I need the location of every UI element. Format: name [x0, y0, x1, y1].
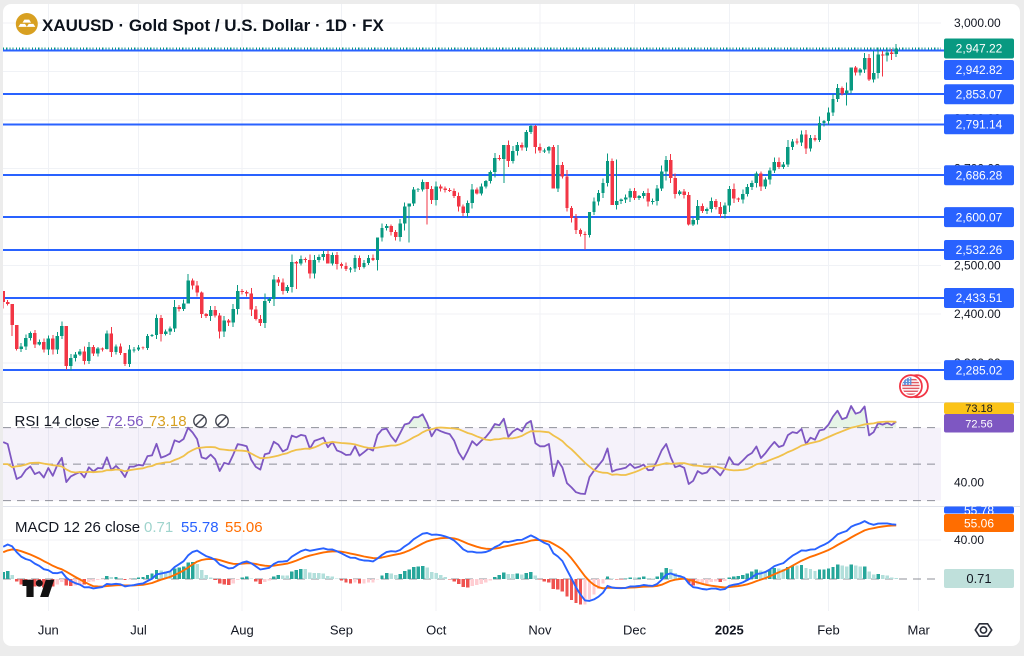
svg-text:Sep: Sep: [330, 623, 353, 638]
svg-text:2025: 2025: [715, 623, 744, 638]
svg-text:0.71: 0.71: [966, 571, 991, 586]
svg-text:RSI 14 close: RSI 14 close: [15, 413, 100, 430]
svg-text:73.18: 73.18: [965, 403, 993, 415]
svg-text:2,433.51: 2,433.51: [956, 291, 1003, 305]
svg-text:2,285.02: 2,285.02: [956, 363, 1003, 377]
svg-text:2,853.07: 2,853.07: [956, 87, 1003, 101]
svg-text:55.78: 55.78: [181, 519, 219, 536]
svg-text:40.00: 40.00: [954, 533, 984, 547]
svg-text:Jul: Jul: [130, 623, 147, 638]
svg-text:Nov: Nov: [528, 623, 552, 638]
svg-text:55.06: 55.06: [964, 516, 994, 530]
svg-text:72.56: 72.56: [106, 413, 144, 430]
svg-text:55.06: 55.06: [225, 519, 263, 536]
svg-text:3,000.00: 3,000.00: [954, 16, 1001, 30]
svg-text:73.18: 73.18: [149, 413, 187, 430]
svg-text:MACD 12 26 close: MACD 12 26 close: [15, 519, 140, 536]
svg-text:2,500.00: 2,500.00: [954, 259, 1001, 273]
svg-text:Mar: Mar: [908, 623, 931, 638]
svg-text:0.71: 0.71: [144, 519, 173, 536]
svg-text:2,532.26: 2,532.26: [956, 243, 1003, 257]
svg-text:72.56: 72.56: [965, 419, 993, 431]
svg-text:2,686.28: 2,686.28: [956, 168, 1003, 182]
svg-text:55.78: 55.78: [964, 504, 994, 518]
svg-text:XAUUSD · Gold Spot / U.S. Doll: XAUUSD · Gold Spot / U.S. Dollar · 1D · …: [42, 16, 385, 35]
svg-text:Feb: Feb: [817, 623, 839, 638]
svg-text:2,600.07: 2,600.07: [956, 210, 1003, 224]
svg-text:Jun: Jun: [38, 623, 59, 638]
svg-text:2,791.14: 2,791.14: [956, 118, 1003, 132]
svg-text:2,947.22: 2,947.22: [956, 42, 1003, 56]
svg-text:Dec: Dec: [623, 623, 647, 638]
svg-text:Aug: Aug: [231, 623, 254, 638]
svg-text:2,400.00: 2,400.00: [954, 307, 1001, 321]
svg-text:Oct: Oct: [426, 623, 447, 638]
svg-text:40.00: 40.00: [954, 475, 984, 489]
svg-text:2,942.82: 2,942.82: [956, 63, 1003, 77]
